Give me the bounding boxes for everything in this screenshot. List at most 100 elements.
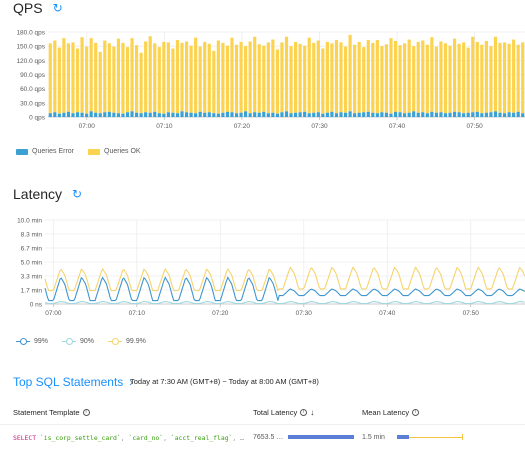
qps-y-tick-label: 120.0 qps bbox=[16, 58, 45, 65]
latency-x-tick-label: 07:50 bbox=[463, 310, 480, 317]
qps-bar-ok bbox=[275, 49, 280, 114]
qps-bar-error bbox=[75, 112, 80, 117]
qps-header: QPS ↻ bbox=[13, 0, 63, 16]
qps-bar-error bbox=[371, 112, 375, 117]
qps-bar-error bbox=[284, 111, 289, 117]
latency-y-tick-label: 5.0 min bbox=[21, 260, 43, 267]
qps-bar-ok bbox=[98, 51, 102, 114]
legend-label: Queries Error bbox=[32, 148, 75, 155]
qps-bar-ok bbox=[139, 52, 143, 114]
qps-bar-ok bbox=[80, 37, 84, 113]
qps-bar-error bbox=[375, 113, 379, 117]
info-icon[interactable]: i bbox=[300, 409, 308, 416]
qps-bar-ok bbox=[425, 44, 429, 114]
qps-bar-ok bbox=[130, 38, 134, 112]
info-icon[interactable]: i bbox=[412, 409, 420, 416]
sort-down-icon[interactable]: ↓ bbox=[310, 408, 315, 417]
qps-bar-error bbox=[462, 113, 466, 117]
qps-bar-error bbox=[253, 112, 257, 117]
qps-bar-ok bbox=[216, 40, 220, 114]
qps-bar-ok bbox=[416, 41, 420, 113]
qps-bar-error bbox=[516, 111, 520, 117]
qps-bar-ok bbox=[248, 41, 252, 114]
qps-bar-ok bbox=[498, 42, 502, 113]
qps-bar-error bbox=[162, 113, 166, 117]
qps-bar-ok bbox=[207, 43, 211, 113]
qps-bar-error bbox=[166, 112, 170, 117]
legend-p99[interactable]: 99% bbox=[16, 337, 48, 345]
qps-x-tick-label: 07:00 bbox=[79, 123, 96, 130]
qps-bar-ok bbox=[289, 46, 293, 114]
total-latency-bar-track bbox=[288, 435, 354, 439]
qps-bar-error bbox=[66, 111, 71, 117]
qps-bar-error bbox=[134, 112, 139, 117]
qps-bar-ok bbox=[75, 48, 80, 113]
qps-bar-error bbox=[307, 113, 311, 117]
qps-bar-error bbox=[412, 111, 416, 117]
qps-bar-error bbox=[203, 112, 207, 117]
latency-x-tick-label: 07:10 bbox=[129, 310, 146, 317]
col-mean-latency[interactable]: Mean Latency i bbox=[362, 408, 420, 417]
latency-y-tick-label: 3.3 min bbox=[21, 274, 43, 281]
qps-bar-ok bbox=[239, 41, 243, 113]
legend-queries-error[interactable]: Queries Error bbox=[16, 148, 74, 155]
time-range: Today at 7:30 AM (GMT+8) ~ Today at 8:00… bbox=[130, 377, 319, 386]
qps-bar-ok bbox=[125, 47, 130, 113]
qps-x-tick-label: 07:10 bbox=[156, 123, 173, 130]
qps-bar-error bbox=[130, 111, 134, 117]
qps-bar-error bbox=[362, 112, 366, 117]
latency-y-tick-label: 0 ns bbox=[30, 302, 43, 309]
qps-bar-error bbox=[380, 112, 384, 117]
qps-x-tick-label: 07:30 bbox=[311, 123, 328, 130]
qps-bar-ok bbox=[343, 46, 348, 113]
qps-bar-error bbox=[216, 113, 220, 117]
qps-bar-ok bbox=[230, 37, 234, 113]
qps-bar-error bbox=[293, 112, 298, 117]
sql-ellipsis: … bbox=[240, 434, 244, 442]
mean-latency-max-tick bbox=[462, 434, 463, 440]
col-total-latency[interactable]: Total Latency i ↓ bbox=[253, 408, 314, 417]
qps-bar-ok bbox=[380, 46, 384, 113]
col-statement-template[interactable]: Statement Template i bbox=[13, 408, 90, 417]
qps-refresh-icon[interactable]: ↻ bbox=[52, 1, 63, 15]
qps-bar-error bbox=[384, 112, 389, 117]
latency-x-tick-label: 07:40 bbox=[379, 310, 396, 317]
qps-bar-ok bbox=[94, 42, 98, 113]
info-icon[interactable]: i bbox=[82, 409, 90, 416]
qps-bar-ok bbox=[162, 41, 166, 114]
latency-title: Latency bbox=[13, 186, 63, 202]
latency-y-tick-label: 6.7 min bbox=[21, 245, 43, 252]
qps-title: QPS bbox=[13, 0, 43, 16]
qps-y-tick-label: 30.0 qps bbox=[20, 100, 46, 107]
top-sql-link[interactable]: Top SQL Statements › bbox=[13, 375, 133, 389]
mean-latency-fill bbox=[397, 435, 409, 439]
qps-bar-error bbox=[57, 113, 61, 117]
qps-bar-ok bbox=[107, 43, 111, 112]
qps-bar-error bbox=[153, 111, 157, 117]
latency-y-tick-label: 8.3 min bbox=[21, 232, 43, 239]
qps-bar-error bbox=[194, 113, 198, 117]
qps-bar-ok bbox=[85, 46, 89, 114]
qps-bar-error bbox=[312, 112, 316, 117]
legend-label: 99% bbox=[34, 337, 49, 345]
qps-bar-ok bbox=[271, 39, 275, 113]
total-latency-value: 7653.5 … bbox=[253, 434, 284, 441]
qps-bar-ok bbox=[325, 41, 329, 113]
qps-bar-error bbox=[443, 113, 448, 117]
sql-column: `acct_real_flag` bbox=[170, 434, 233, 442]
statement-template[interactable]: SELECT `is_corp_settle_card`, `card_no`,… bbox=[13, 434, 244, 442]
qps-bar-ok bbox=[144, 41, 148, 113]
qps-bar-ok bbox=[57, 47, 61, 114]
table-row[interactable]: SELECT `is_corp_settle_card`, `card_no`,… bbox=[0, 424, 525, 450]
qps-bar-error bbox=[521, 113, 525, 117]
qps-bar-ok bbox=[53, 40, 57, 113]
sql-column: `is_corp_settle_card` bbox=[39, 434, 121, 442]
qps-bar-error bbox=[107, 111, 111, 117]
latency-refresh-icon[interactable]: ↻ bbox=[72, 187, 83, 201]
legend-p90[interactable]: 90% bbox=[62, 337, 94, 345]
legend-queries-ok[interactable]: Queries OK bbox=[88, 148, 141, 155]
qps-bar-error bbox=[234, 113, 239, 117]
legend-p999[interactable]: 99.9% bbox=[108, 337, 146, 345]
latency-y-tick-label: 1.7 min bbox=[21, 287, 43, 294]
qps-bar-error bbox=[398, 112, 402, 117]
